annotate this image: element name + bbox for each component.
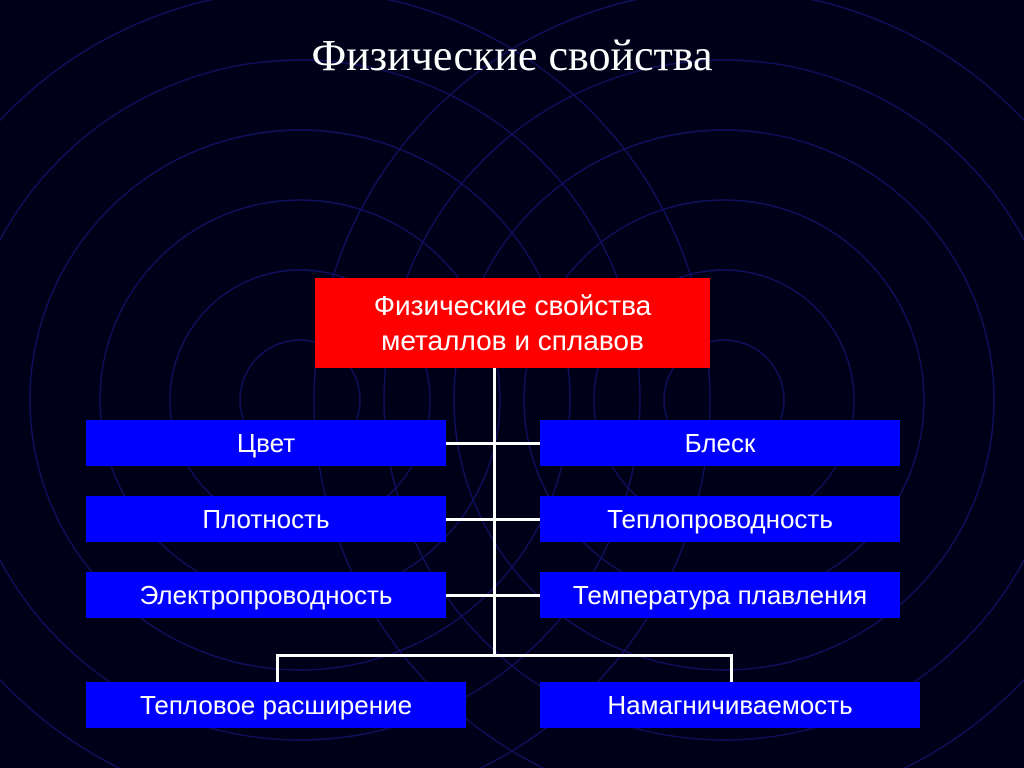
connector-spine bbox=[493, 368, 496, 654]
node-magnet: Намагничиваемость bbox=[540, 682, 920, 728]
connector-bottom-bar bbox=[276, 654, 730, 657]
connector-melting bbox=[496, 594, 540, 597]
node-color: Цвет bbox=[86, 420, 446, 466]
node-shine: Блеск bbox=[540, 420, 900, 466]
node-thermal: Теплопроводность bbox=[540, 496, 900, 542]
connector-bottom-drop-0 bbox=[276, 654, 279, 682]
connector-bottom-drop-1 bbox=[730, 654, 733, 682]
root-node: Физические свойстваметаллов и сплавов bbox=[315, 278, 710, 368]
connector-color bbox=[446, 442, 493, 445]
connector-density bbox=[446, 518, 493, 521]
node-melting: Температура плавления bbox=[540, 572, 900, 618]
connector-electro bbox=[446, 594, 493, 597]
background-circles bbox=[0, 0, 1024, 768]
slide-title: Физические свойства bbox=[0, 30, 1024, 81]
node-electro: Электропроводность bbox=[86, 572, 446, 618]
node-expand: Тепловое расширение bbox=[86, 682, 466, 728]
node-density: Плотность bbox=[86, 496, 446, 542]
connector-thermal bbox=[496, 518, 540, 521]
connector-shine bbox=[496, 442, 540, 445]
